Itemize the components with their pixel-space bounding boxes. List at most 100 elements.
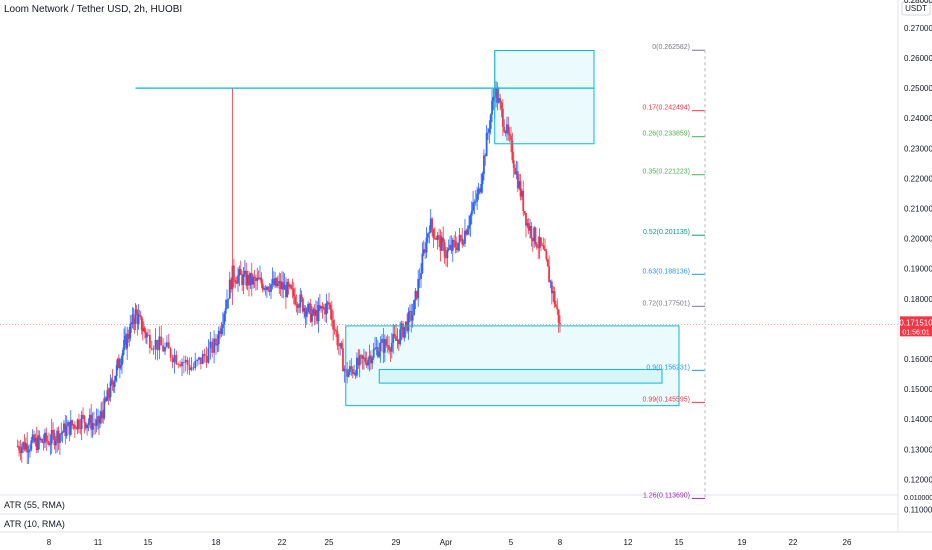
candle-body [83, 415, 86, 423]
candle-body [325, 303, 328, 315]
candle-body [357, 357, 360, 366]
candle-body [440, 237, 443, 251]
candle-body [371, 357, 374, 364]
candle-body [304, 308, 307, 317]
candle-body [376, 347, 379, 357]
candle-body [26, 443, 29, 453]
symbol-title[interactable]: Loom Network / Tether USD, 2h, HUOBI [4, 4, 183, 15]
candle-body [99, 418, 101, 424]
candle-body [217, 330, 220, 345]
candle-body [49, 443, 52, 446]
candle-body [324, 307, 326, 315]
candle-body [41, 439, 44, 443]
candle-body [552, 291, 555, 294]
candle-body [290, 285, 293, 289]
atr-10-label[interactable]: ATR (10, RMA) [4, 519, 65, 529]
candle-body [488, 128, 491, 133]
candle-body [60, 433, 63, 435]
candle-body [472, 202, 474, 211]
candle-body [457, 242, 460, 251]
candle-body [179, 364, 182, 367]
candle-body [219, 330, 222, 335]
candle-body [113, 380, 116, 387]
candle-body [296, 304, 299, 308]
candle-body [354, 372, 357, 376]
candle-body [20, 446, 23, 454]
candle-body [58, 434, 61, 444]
candle-body [223, 313, 226, 325]
candle-body [537, 247, 540, 249]
candle-body [516, 171, 519, 189]
candle-body [260, 277, 263, 284]
candle-body [22, 442, 25, 447]
candle-body [127, 333, 130, 339]
currency-box [901, 1, 931, 16]
candle-body [538, 237, 541, 248]
candle-body [364, 357, 367, 363]
candle-body [476, 193, 479, 202]
candle-body [235, 282, 238, 284]
candle-body [436, 235, 439, 240]
candle-body [414, 290, 417, 301]
candle-body [150, 348, 153, 350]
fib-level-label: 0.63(0.188136) [643, 268, 690, 275]
candle-body [63, 423, 65, 433]
candle-body [246, 274, 249, 286]
time-tick-label: 22 [789, 538, 798, 547]
candle-body [241, 274, 244, 285]
fib-level-label: 0.52(0.201135) [643, 229, 690, 236]
candle-body [121, 356, 123, 365]
time-tick-label: 5 [509, 538, 514, 547]
time-tick-label: 8 [558, 538, 563, 547]
candle-body [243, 270, 246, 275]
candle-body [461, 238, 464, 245]
candle-body [540, 237, 542, 246]
candle-body [428, 232, 431, 234]
candle-body [307, 304, 310, 312]
candle-body [108, 396, 111, 398]
candle-body [443, 242, 446, 258]
candle-body [360, 355, 363, 356]
candle-body [415, 290, 418, 299]
candle-body [559, 322, 561, 325]
candle-body [38, 435, 41, 441]
candle-body [117, 359, 120, 369]
candle-body [433, 238, 436, 239]
time-tick-label: 25 [325, 538, 334, 547]
fib-level-label: 0(0.262582) [652, 44, 690, 51]
candle-body [385, 339, 388, 346]
candle-body [386, 345, 389, 346]
candle-body [143, 327, 146, 333]
candle-body [130, 323, 133, 325]
candle-body [402, 323, 404, 338]
atr-55-label[interactable]: ATR (55, RMA) [4, 500, 65, 510]
candle-body [481, 174, 484, 184]
candle-body [279, 281, 282, 290]
candle-body [264, 288, 267, 290]
candle-body [553, 291, 556, 305]
candle-body [534, 227, 537, 245]
candle-body [544, 248, 546, 252]
candle-body [67, 422, 69, 426]
candle-body [491, 100, 493, 115]
candle-body [128, 338, 131, 339]
candle-body [529, 226, 531, 231]
candle-body [39, 439, 42, 441]
time-tick-label: 22 [278, 538, 287, 547]
candle-body [250, 272, 253, 285]
candle-body [135, 309, 138, 314]
candle-body [557, 309, 560, 323]
candle-body [372, 349, 375, 358]
candle-body [492, 97, 495, 101]
candle-body [484, 155, 487, 157]
candle-body [16, 446, 19, 448]
candle-body [439, 235, 442, 251]
candle-body [459, 235, 462, 239]
candle-body [435, 238, 438, 240]
candle-body [541, 245, 544, 246]
